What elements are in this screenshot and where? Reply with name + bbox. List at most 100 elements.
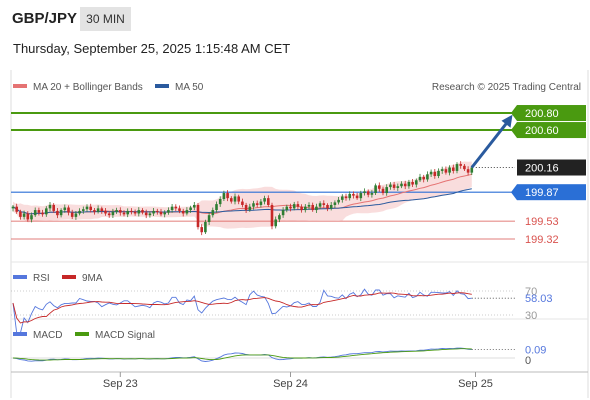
candle-body — [344, 196, 348, 199]
candle — [455, 162, 459, 174]
candle-body — [15, 206, 18, 212]
candle — [148, 211, 152, 218]
candle-body — [45, 208, 48, 215]
candle — [440, 166, 444, 174]
candle-body — [96, 208, 100, 212]
candle-body — [63, 207, 67, 211]
ma50-legend-swatch — [155, 84, 169, 88]
candle-body — [70, 212, 74, 217]
candle — [200, 224, 203, 236]
candle-body — [418, 176, 422, 181]
candle — [318, 201, 322, 209]
candle-body — [329, 204, 333, 209]
candle — [82, 206, 85, 214]
candle-body — [181, 210, 185, 214]
candle — [385, 184, 388, 196]
copyright-text: Research © 2025 Trading Central — [432, 82, 581, 93]
candle — [33, 207, 37, 217]
candle — [193, 201, 196, 211]
x-tick-label: Sep 24 — [273, 378, 308, 390]
price-levels — [11, 112, 515, 240]
candle — [333, 200, 337, 208]
candle — [359, 190, 363, 202]
candle-body — [411, 181, 414, 185]
candle — [407, 179, 411, 189]
candle — [85, 204, 89, 212]
candle — [181, 208, 185, 217]
candle — [241, 198, 244, 208]
candle — [248, 203, 252, 212]
candle-body — [11, 206, 15, 209]
candle — [174, 204, 178, 212]
candle-body — [211, 210, 215, 216]
macd-legend-label: MACD — [33, 330, 62, 341]
rsi-line — [12, 288, 472, 334]
candle — [322, 200, 326, 208]
candle — [378, 182, 381, 192]
candle — [348, 191, 351, 201]
level-box-199-87 — [517, 184, 586, 201]
candle-body — [19, 211, 22, 217]
support-label-199-53: 199.53 — [525, 216, 559, 228]
candle — [263, 195, 266, 205]
candle-body — [407, 181, 411, 187]
candle-body — [444, 169, 448, 173]
candle — [185, 207, 189, 216]
candle-body — [204, 221, 207, 233]
candle — [67, 205, 70, 216]
candle — [400, 181, 403, 189]
candle — [341, 194, 344, 203]
x-axis-ticks: Sep 23 Sep 24 Sep 25 — [103, 372, 493, 390]
candle — [141, 208, 144, 215]
rsi-lines: 70 30 58.03 — [11, 286, 553, 334]
candle-body — [130, 210, 133, 212]
rsi-ma-legend-label: 9MA — [82, 273, 103, 284]
candle-body — [466, 169, 470, 173]
level-labels: 200.80 200.60 200.16 199.87 199.53 199.32 — [511, 105, 586, 246]
candle-body — [378, 185, 381, 189]
candle-body — [30, 215, 33, 220]
candle-body — [37, 210, 41, 213]
candle — [196, 203, 200, 230]
candle — [296, 201, 300, 210]
candle — [259, 198, 263, 208]
macd-lines: 00.09 — [11, 345, 546, 367]
candle-body — [426, 174, 429, 180]
candle-body — [263, 198, 266, 202]
candle — [244, 202, 248, 214]
macd-signal-legend-label: MACD Signal — [95, 330, 155, 341]
candle-body — [163, 212, 166, 215]
candle-body — [326, 204, 329, 209]
candle — [119, 207, 122, 216]
candle — [89, 203, 92, 213]
candle-body — [337, 199, 340, 203]
timeframe-button[interactable]: 30 MIN — [80, 7, 131, 31]
x-tick-label: Sep 23 — [103, 378, 138, 390]
candle — [444, 166, 448, 175]
candle-body — [448, 167, 451, 173]
candle-body — [85, 206, 89, 210]
candle — [392, 181, 396, 191]
candle — [126, 208, 129, 218]
candle-body — [333, 202, 337, 205]
candle — [93, 207, 96, 215]
candle — [415, 178, 418, 188]
candle-body — [422, 176, 425, 180]
candle-body — [341, 196, 344, 200]
ma20-legend-swatch — [13, 84, 27, 88]
candle-body — [52, 204, 55, 211]
candle — [215, 201, 218, 213]
candle — [463, 164, 466, 171]
candle — [374, 183, 377, 195]
rsi-tick-70: 70 — [525, 286, 537, 298]
candle-body — [74, 213, 78, 217]
candle — [45, 206, 48, 217]
candle — [381, 186, 385, 196]
candle-body — [440, 169, 444, 171]
rsi-ma-legend-swatch — [62, 275, 76, 279]
candle — [70, 209, 74, 220]
candle — [56, 207, 59, 219]
candle — [41, 209, 44, 217]
candle-body — [100, 208, 104, 211]
candle — [152, 207, 155, 217]
